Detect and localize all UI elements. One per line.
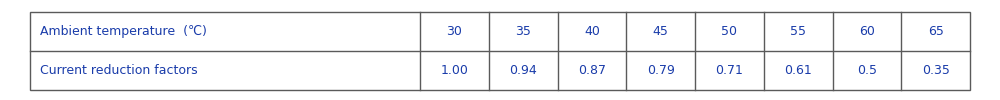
- Text: Ambient temperature  (℃): Ambient temperature (℃): [40, 25, 207, 38]
- Text: 35: 35: [515, 25, 531, 38]
- Text: 40: 40: [584, 25, 600, 38]
- Text: 65: 65: [928, 25, 944, 38]
- Text: 0.35: 0.35: [922, 64, 950, 77]
- Text: 45: 45: [653, 25, 669, 38]
- Text: 55: 55: [790, 25, 806, 38]
- Text: 0.5: 0.5: [857, 64, 877, 77]
- Text: 30: 30: [447, 25, 462, 38]
- Text: 1.00: 1.00: [441, 64, 468, 77]
- Text: 0.94: 0.94: [509, 64, 537, 77]
- Text: 50: 50: [721, 25, 737, 38]
- Text: 0.79: 0.79: [647, 64, 675, 77]
- Text: 60: 60: [859, 25, 875, 38]
- Text: 0.71: 0.71: [715, 64, 743, 77]
- Text: 0.87: 0.87: [578, 64, 606, 77]
- Text: 0.61: 0.61: [784, 64, 812, 77]
- Bar: [30, 12, 970, 90]
- Text: Current reduction factors: Current reduction factors: [40, 64, 198, 77]
